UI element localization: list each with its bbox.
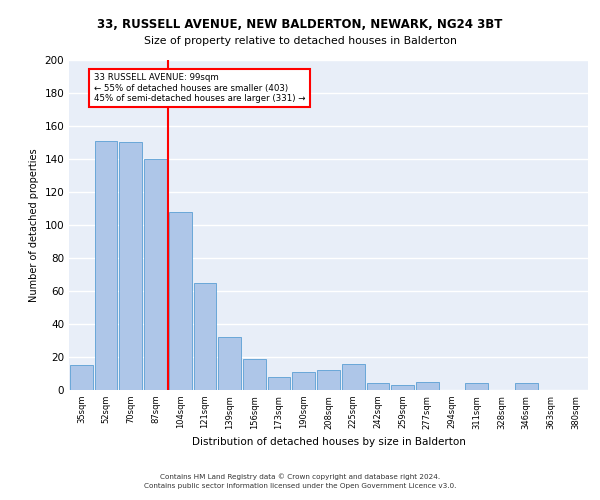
Bar	[144, 159, 167, 390]
Text: Contains HM Land Registry data © Crown copyright and database right 2024.
Contai: Contains HM Land Registry data © Crown c…	[144, 474, 456, 489]
Bar	[243, 358, 266, 390]
Bar	[317, 370, 340, 390]
Bar	[391, 385, 414, 390]
Bar	[416, 382, 439, 390]
Bar	[515, 384, 538, 390]
X-axis label: Distribution of detached houses by size in Balderton: Distribution of detached houses by size …	[191, 437, 466, 447]
Bar	[194, 283, 216, 390]
Bar	[70, 365, 93, 390]
Bar	[169, 212, 191, 390]
Bar	[95, 141, 118, 390]
Text: 33 RUSSELL AVENUE: 99sqm
← 55% of detached houses are smaller (403)
45% of semi-: 33 RUSSELL AVENUE: 99sqm ← 55% of detach…	[94, 73, 305, 103]
Bar	[268, 377, 290, 390]
Bar	[367, 384, 389, 390]
Bar	[466, 384, 488, 390]
Y-axis label: Number of detached properties: Number of detached properties	[29, 148, 39, 302]
Bar	[119, 142, 142, 390]
Bar	[342, 364, 365, 390]
Text: 33, RUSSELL AVENUE, NEW BALDERTON, NEWARK, NG24 3BT: 33, RUSSELL AVENUE, NEW BALDERTON, NEWAR…	[97, 18, 503, 30]
Text: Size of property relative to detached houses in Balderton: Size of property relative to detached ho…	[143, 36, 457, 46]
Bar	[292, 372, 315, 390]
Bar	[218, 337, 241, 390]
